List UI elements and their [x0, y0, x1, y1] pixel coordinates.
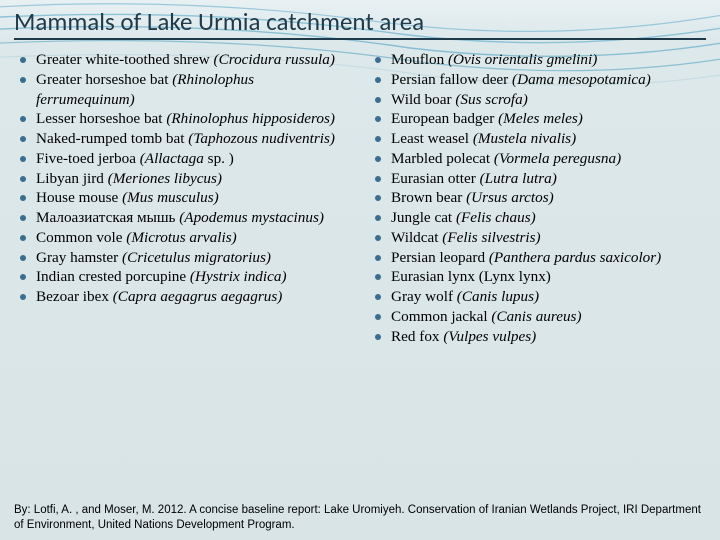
right-column: Mouflon (Ovis orientalis gmelini)Persian…	[369, 50, 706, 346]
common-name: Greater white-toothed shrew	[36, 51, 210, 68]
scientific-name: (Ursus arctos)	[466, 189, 554, 206]
scientific-name: (Panthera pardus saxicolor)	[489, 249, 661, 266]
species-item: Jungle cat (Felis chaus)	[391, 208, 706, 228]
scientific-name: (Dama mesopotamica)	[512, 71, 651, 88]
common-name: European badger	[391, 110, 494, 127]
species-item: Wild boar (Sus scrofa)	[391, 90, 706, 110]
common-name: Libyan jird	[36, 170, 104, 187]
species-item: Red fox (Vulpes vulpes)	[391, 327, 706, 347]
common-name: Малоазиатская мышь	[36, 209, 175, 226]
species-item: Common vole (Microtus arvalis)	[36, 228, 351, 248]
species-item: Five-toed jerboa (Allactaga sp. )	[36, 149, 351, 169]
common-name: Mouflon	[391, 51, 444, 68]
species-item: Brown bear (Ursus arctos)	[391, 188, 706, 208]
common-name: Gray hamster	[36, 249, 118, 266]
scientific-name: (Apodemus mystacinus)	[179, 209, 324, 226]
common-name: Bezoar ibex	[36, 288, 109, 305]
common-name: Five-toed jerboa	[36, 150, 136, 167]
species-item: House mouse (Mus musculus)	[36, 188, 351, 208]
scientific-name: (Crocidura russula)	[214, 51, 335, 68]
species-item: Persian leopard (Panthera pardus saxicol…	[391, 248, 706, 268]
common-name: Naked-rumped tomb bat	[36, 130, 184, 147]
common-name: House mouse	[36, 189, 118, 206]
common-name: Least weasel	[391, 130, 469, 147]
scientific-name: (Canis lupus)	[457, 288, 539, 305]
scientific-name: (Hystrix indica)	[190, 268, 287, 285]
species-item: Greater white-toothed shrew (Crocidura r…	[36, 50, 351, 70]
left-column: Greater white-toothed shrew (Crocidura r…	[14, 50, 351, 346]
scientific-name: (Microtus arvalis)	[126, 229, 236, 246]
species-item: Least weasel (Mustela nivalis)	[391, 129, 706, 149]
species-item: Gray hamster (Cricetulus migratorius)	[36, 248, 351, 268]
species-list-right: Mouflon (Ovis orientalis gmelini)Persian…	[369, 50, 706, 346]
citation-text: By: Lotfi, A. , and Moser, M. 2012. A co…	[14, 503, 706, 532]
species-item: European badger (Meles meles)	[391, 109, 706, 129]
common-name: Persian fallow deer	[391, 71, 508, 88]
species-item: Wildcat (Felis silvestris)	[391, 228, 706, 248]
species-item: Marbled polecat (Vormela peregusna)	[391, 149, 706, 169]
scientific-name: (Cricetulus migratorius)	[122, 249, 271, 266]
common-name: Eurasian otter	[391, 170, 476, 187]
common-name: Brown bear	[391, 189, 462, 206]
scientific-name: (Canis aureus)	[491, 308, 581, 325]
scientific-name: (Mustela nivalis)	[473, 130, 576, 147]
species-columns: Greater white-toothed shrew (Crocidura r…	[14, 50, 706, 346]
species-item: Малоазиатская мышь (Apodemus mystacinus)	[36, 208, 351, 228]
species-item: Naked-rumped tomb bat (Taphozous nudiven…	[36, 129, 351, 149]
species-item: Persian fallow deer (Dama mesopotamica)	[391, 70, 706, 90]
species-item: Indian crested porcupine (Hystrix indica…	[36, 267, 351, 287]
scientific-name: (Allactaga	[140, 150, 204, 167]
scientific-name: (Mus musculus)	[122, 189, 219, 206]
species-item: Greater horseshoe bat (Rhinolophus ferru…	[36, 70, 351, 110]
scientific-name: (Ovis orientalis gmelini)	[448, 51, 597, 68]
common-name: Lesser horseshoe bat	[36, 110, 163, 127]
title-underline	[14, 38, 706, 40]
scientific-name: (Meles meles)	[498, 110, 583, 127]
scientific-name: (Lutra lutra)	[480, 170, 557, 187]
species-item: Mouflon (Ovis orientalis gmelini)	[391, 50, 706, 70]
common-name: Red fox	[391, 328, 440, 345]
species-item: Common jackal (Canis aureus)	[391, 307, 706, 327]
species-item: Libyan jird (Meriones libycus)	[36, 169, 351, 189]
common-name: Gray wolf	[391, 288, 453, 305]
scientific-name: (Rhinolophus hipposideros)	[166, 110, 335, 127]
common-name: Eurasian lynx (Lynx lynx)	[391, 268, 551, 285]
common-name: Wild boar	[391, 91, 452, 108]
scientific-name: (Capra aegagrus aegagrus)	[113, 288, 283, 305]
species-item: Eurasian lynx (Lynx lynx)	[391, 267, 706, 287]
page-title: Mammals of Lake Urmia catchment area	[14, 6, 706, 37]
species-item: Bezoar ibex (Capra aegagrus aegagrus)	[36, 287, 351, 307]
common-name: Common vole	[36, 229, 122, 246]
scientific-name: (Vormela peregusna)	[494, 150, 621, 167]
species-item: Gray wolf (Canis lupus)	[391, 287, 706, 307]
scientific-name: (Taphozous nudiventris)	[188, 130, 335, 147]
scientific-name: (Meriones libycus)	[108, 170, 222, 187]
species-item: Eurasian otter (Lutra lutra)	[391, 169, 706, 189]
species-item: Lesser horseshoe bat (Rhinolophus hippos…	[36, 109, 351, 129]
common-name: Jungle cat	[391, 209, 452, 226]
common-name: Indian crested porcupine	[36, 268, 186, 285]
suffix-text: sp. )	[204, 150, 234, 167]
scientific-name: (Vulpes vulpes)	[443, 328, 536, 345]
common-name: Wildcat	[391, 229, 438, 246]
species-list-left: Greater white-toothed shrew (Crocidura r…	[14, 50, 351, 307]
common-name: Greater horseshoe bat	[36, 71, 168, 88]
scientific-name: (Sus scrofa)	[455, 91, 527, 108]
common-name: Common jackal	[391, 308, 488, 325]
scientific-name: (Felis chaus)	[456, 209, 536, 226]
common-name: Persian leopard	[391, 249, 485, 266]
scientific-name: (Felis silvestris)	[442, 229, 540, 246]
common-name: Marbled polecat	[391, 150, 490, 167]
